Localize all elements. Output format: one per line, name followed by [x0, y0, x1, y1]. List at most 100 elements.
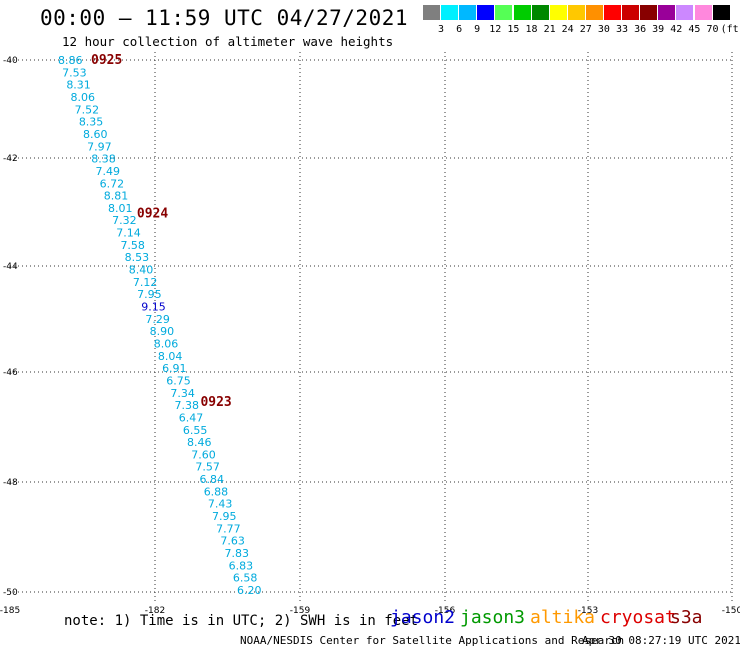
wave-height-value: 8.38 — [91, 153, 116, 166]
color-swatch — [459, 5, 477, 20]
wave-height-value: 7.95 — [212, 510, 237, 523]
wave-height-value: 8.06 — [154, 337, 179, 350]
wave-height-value: 8.81 — [104, 190, 129, 203]
credit-text: NOAA/NESDIS Center for Satellite Applica… — [240, 634, 625, 647]
wave-height-value: 6.72 — [100, 177, 125, 190]
color-swatch — [477, 5, 495, 20]
color-swatch — [423, 5, 440, 20]
color-scale-label: 24 — [561, 24, 574, 35]
wave-height-value: 7.12 — [133, 276, 158, 289]
color-swatch — [531, 5, 549, 20]
wave-height-value: 8.40 — [129, 264, 154, 277]
wave-height-value: 7.38 — [175, 399, 200, 412]
wave-height-value: 8.86 — [58, 54, 83, 67]
time-label: 0923 — [200, 395, 231, 410]
wave-height-value: 8.35 — [79, 116, 104, 129]
wave-height-value: 7.43 — [208, 498, 233, 511]
wave-height-value: 6.58 — [233, 572, 258, 585]
color-scale-label: 27 — [579, 24, 592, 35]
wave-height-value: 6.75 — [166, 374, 191, 387]
satellite-jason2: jason2 — [390, 607, 456, 628]
satellite-cryosat: cryosat — [600, 607, 676, 628]
color-scale-label: 9 — [474, 24, 481, 35]
satellite-altika: altika — [530, 607, 596, 628]
wave-height-value: 7.95 — [137, 288, 162, 301]
color-swatch — [604, 5, 621, 20]
color-scale-label: 42 — [670, 24, 683, 35]
wave-height-value: 7.63 — [220, 535, 245, 548]
wave-height-value: 7.77 — [216, 522, 241, 535]
wave-height-value: 8.01 — [108, 202, 133, 215]
wave-height-value: 9.15 — [141, 301, 166, 314]
wave-height-value: 7.34 — [170, 387, 195, 400]
color-swatch — [658, 5, 676, 20]
longitude-tick-label: -185 — [0, 606, 20, 616]
wave-height-value: 7.49 — [95, 165, 120, 178]
wave-height-value: 7.52 — [75, 103, 100, 116]
wave-height-value: 8.53 — [125, 251, 149, 264]
color-swatch — [676, 5, 694, 20]
color-swatch — [441, 5, 459, 20]
color-swatch — [694, 5, 712, 20]
wave-height-value: 7.53 — [62, 66, 87, 79]
longitude-tick-label: -182 — [145, 606, 165, 616]
color-scale-label: 45 — [688, 24, 701, 35]
wave-height-value: 7.57 — [195, 461, 220, 474]
page-title: 00:00 – 11:59 UTC 04/27/2021 — [40, 6, 409, 30]
color-scale-label: 18 — [525, 24, 538, 35]
wave-height-value: 6.47 — [179, 411, 204, 424]
timestamp-text: Apr 30 08:27:19 UTC 2021 — [582, 634, 740, 647]
color-swatch — [640, 5, 658, 20]
latitude-tick-label: -40 — [3, 56, 18, 66]
wave-height-value: 7.83 — [225, 547, 250, 560]
page-subtitle: 12 hour collection of altimeter wave hei… — [62, 34, 394, 49]
time-label: 0925 — [91, 53, 122, 68]
wave-height-value: 7.58 — [120, 239, 145, 252]
color-scale-label: 6 — [456, 24, 463, 35]
longitude-tick-label: -159 — [290, 606, 311, 616]
latitude-tick-label: -50 — [3, 588, 18, 598]
color-scale-label: 12 — [489, 24, 502, 35]
color-swatch — [585, 5, 603, 20]
longitude-tick-label: -156 — [435, 606, 456, 616]
wave-height-value: 6.91 — [162, 362, 187, 375]
wave-height-value: 8.90 — [150, 325, 175, 338]
color-swatch — [495, 5, 513, 20]
color-scale-label: 70 — [706, 24, 719, 35]
wave-height-value: 6.88 — [204, 485, 229, 498]
color-swatch — [622, 5, 640, 20]
color-swatch — [513, 5, 531, 20]
color-scale-label: 3 — [437, 24, 445, 35]
color-scale-label: 39 — [652, 24, 665, 35]
wave-height-value: 8.60 — [83, 128, 108, 141]
color-scale-label: 33 — [615, 24, 629, 35]
color-swatch — [567, 5, 585, 20]
color-swatch — [549, 5, 567, 20]
wave-height-value: 6.55 — [183, 424, 208, 437]
wave-height-value: 7.14 — [116, 227, 141, 240]
wave-height-value: 7.29 — [145, 313, 170, 326]
wave-height-value: 6.83 — [229, 559, 254, 572]
latitude-tick-label: -42 — [3, 154, 18, 164]
color-scale-label: 15 — [507, 24, 520, 35]
latitude-tick-label: -46 — [3, 368, 18, 378]
longitude-tick-label: -150 — [722, 606, 740, 616]
color-swatch — [712, 5, 730, 20]
wave-height-value: 8.06 — [70, 91, 95, 104]
color-scale-label: (ft) — [720, 24, 740, 35]
wave-height-value: 7.60 — [191, 448, 216, 461]
wave-height-value: 8.04 — [158, 350, 183, 363]
satellite-s3a: s3a — [670, 607, 703, 628]
time-label: 0924 — [137, 207, 168, 222]
wave-height-value: 8.31 — [66, 79, 91, 92]
longitude-tick-label: -153 — [578, 606, 598, 616]
wave-height-value: 6.84 — [200, 473, 225, 486]
satellite-jason3: jason3 — [460, 607, 526, 628]
color-scale-label: 36 — [634, 24, 647, 35]
wave-height-value: 7.32 — [112, 214, 136, 227]
wave-height-value: 8.46 — [187, 436, 212, 449]
wave-height-value: 7.97 — [87, 140, 112, 153]
color-scale-label: 21 — [543, 24, 556, 35]
color-scale-label: 30 — [597, 24, 610, 35]
